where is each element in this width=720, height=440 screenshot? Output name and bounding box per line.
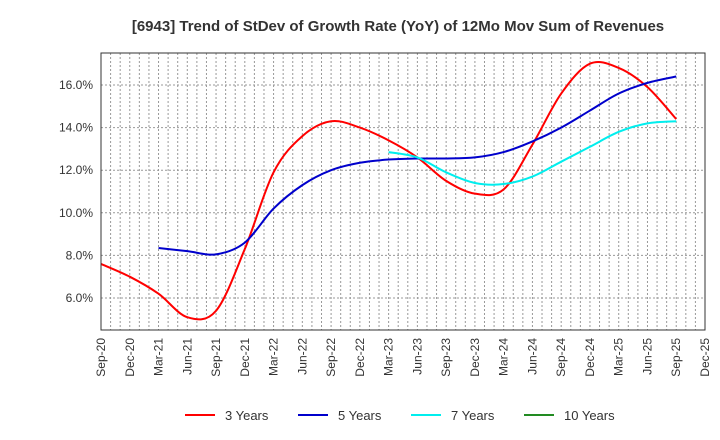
x-tick-label: Dec-25 [698, 338, 712, 377]
x-tick-label: Sep-23 [439, 338, 453, 377]
series-line-5-years [158, 75, 677, 256]
y-tick-label: 10.0% [59, 206, 93, 220]
x-tick-label: Jun-24 [525, 338, 539, 375]
x-tick-label: Mar-21 [152, 338, 166, 376]
plot-frame [100, 52, 706, 331]
x-tick-label: Jun-25 [640, 338, 654, 375]
x-tick-label: Mar-24 [497, 338, 511, 376]
legend-item-10-years: 10 Years [524, 408, 615, 423]
series-lines [100, 61, 677, 321]
legend-label: 3 Years [225, 408, 269, 423]
x-tick-label: Mar-25 [612, 338, 626, 376]
y-tick-label: 12.0% [59, 163, 93, 177]
x-tick-label: Dec-24 [583, 338, 597, 377]
x-axis: Sep-20 Dec-20 Mar-21 Jun-21 Sep-21 Dec-21 Mar-… [94, 338, 712, 377]
legend-label: 5 Years [338, 408, 382, 423]
y-tick-label: 14.0% [59, 121, 93, 135]
series-line-7-years [388, 120, 677, 186]
y-tick-label: 6.0% [66, 291, 94, 305]
y-tick-label: 8.0% [66, 248, 94, 262]
y-axis: 6.0% 8.0% 10.0% 12.0% 14.0% 16.0% [59, 78, 93, 305]
x-tick-label: Mar-23 [382, 338, 396, 376]
x-tick-label: Sep-21 [209, 338, 223, 377]
legend-label: 7 Years [451, 408, 495, 423]
legend-item-5-years: 5 Years [298, 408, 382, 423]
legend-item-3-years: 3 Years [185, 408, 269, 423]
x-tick-label: Sep-22 [324, 338, 338, 377]
x-tick-label: Sep-20 [94, 338, 108, 377]
legend-item-7-years: 7 Years [411, 408, 495, 423]
x-tick-label: Dec-22 [353, 338, 367, 377]
grid [101, 53, 705, 330]
x-tick-label: Jun-21 [180, 338, 194, 375]
x-tick-label: Sep-25 [669, 338, 683, 377]
x-tick-label: Sep-24 [554, 338, 568, 377]
x-tick-label: Mar-22 [267, 338, 281, 376]
series-line-3-years [100, 61, 677, 321]
x-tick-label: Dec-20 [123, 338, 137, 377]
x-tick-label: Jun-22 [295, 338, 309, 375]
y-tick-label: 16.0% [59, 78, 93, 92]
legend: 3 Years 5 Years 7 Years 10 Years [185, 408, 615, 423]
x-tick-label: Jun-23 [410, 338, 424, 375]
x-tick-label: Dec-23 [468, 338, 482, 377]
x-tick-label: Dec-21 [238, 338, 252, 377]
chart-title: [6943] Trend of StDev of Growth Rate (Yo… [132, 18, 664, 35]
legend-label: 10 Years [564, 408, 615, 423]
